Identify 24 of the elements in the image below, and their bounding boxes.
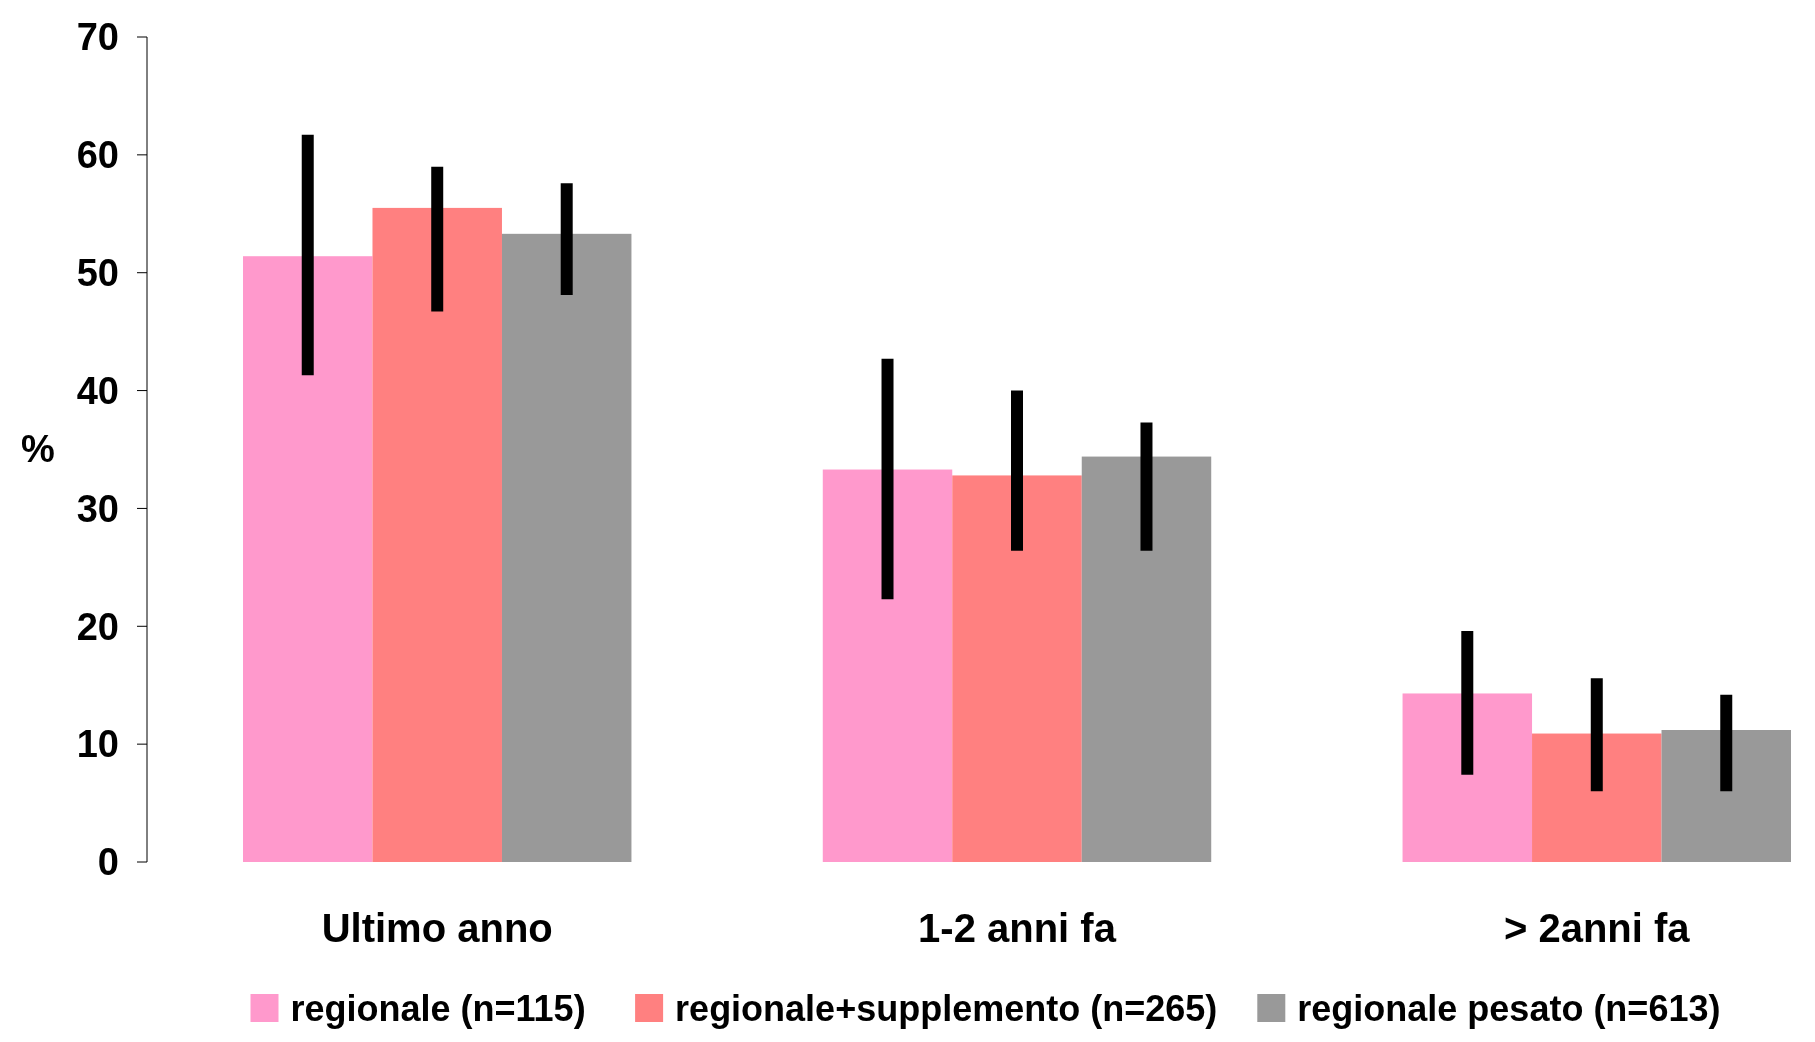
bar bbox=[372, 207, 502, 862]
x-tick-label: 1-2 anni fa bbox=[918, 906, 1117, 950]
y-tick-label: 50 bbox=[76, 252, 119, 295]
legend-label: regionale pesato (n=613) bbox=[1297, 987, 1721, 1029]
bar bbox=[1402, 693, 1533, 862]
bar bbox=[1532, 733, 1662, 862]
bar bbox=[1081, 456, 1212, 862]
y-tick-label: 60 bbox=[76, 134, 119, 177]
bar bbox=[822, 469, 953, 862]
y-tick-label: 0 bbox=[97, 841, 119, 884]
bar bbox=[501, 233, 632, 862]
bar bbox=[1661, 730, 1791, 862]
x-tick-label: > 2anni fa bbox=[1503, 906, 1691, 950]
y-tick-label: 70 bbox=[76, 16, 119, 59]
x-tick-label: Ultimo anno bbox=[321, 906, 553, 950]
bar bbox=[243, 256, 373, 862]
y-axis-title: % bbox=[21, 428, 55, 471]
bar bbox=[952, 475, 1082, 862]
y-tick-label: 10 bbox=[76, 723, 119, 766]
legend-label: regionale+supplemento (n=265) bbox=[675, 987, 1218, 1029]
legend-label: regionale (n=115) bbox=[290, 987, 586, 1029]
y-tick-label: 30 bbox=[76, 487, 119, 530]
y-tick-label: 20 bbox=[76, 605, 119, 648]
y-tick-label: 40 bbox=[76, 369, 119, 412]
